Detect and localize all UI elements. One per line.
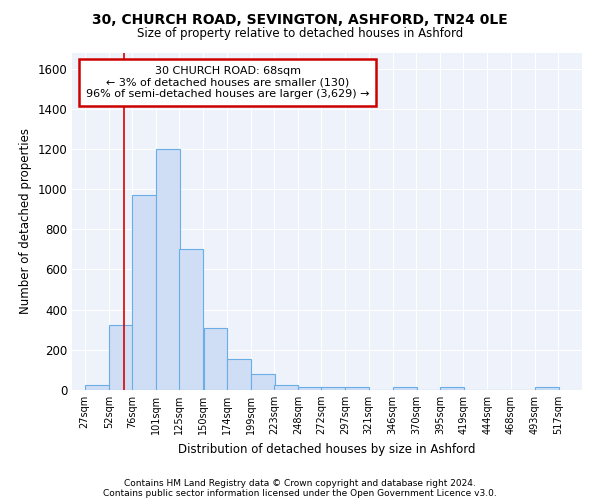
Y-axis label: Number of detached properties: Number of detached properties (19, 128, 32, 314)
Text: Contains public sector information licensed under the Open Government Licence v3: Contains public sector information licen… (103, 488, 497, 498)
Text: Contains HM Land Registry data © Crown copyright and database right 2024.: Contains HM Land Registry data © Crown c… (124, 478, 476, 488)
Bar (85, 385, 109, 390)
Bar (393, 387, 416, 390)
Bar (535, 387, 559, 390)
Bar (227, 359, 251, 390)
Bar (322, 387, 345, 390)
Bar (156, 149, 180, 390)
Bar (440, 387, 464, 390)
Text: 30 CHURCH ROAD: 68sqm
← 3% of detached houses are smaller (130)
96% of semi-deta: 30 CHURCH ROAD: 68sqm ← 3% of detached h… (86, 66, 369, 99)
Text: 30, CHURCH ROAD, SEVINGTON, ASHFORD, TN24 0LE: 30, CHURCH ROAD, SEVINGTON, ASHFORD, TN2… (92, 12, 508, 26)
Bar (251, 374, 275, 390)
X-axis label: Distribution of detached houses by size in Ashford: Distribution of detached houses by size … (178, 442, 476, 456)
Bar (203, 328, 227, 390)
Bar (274, 385, 298, 390)
Bar (109, 324, 133, 390)
Bar (179, 250, 203, 390)
Bar (298, 387, 322, 390)
Bar (132, 195, 156, 390)
Bar (346, 387, 370, 390)
Text: Size of property relative to detached houses in Ashford: Size of property relative to detached ho… (137, 28, 463, 40)
